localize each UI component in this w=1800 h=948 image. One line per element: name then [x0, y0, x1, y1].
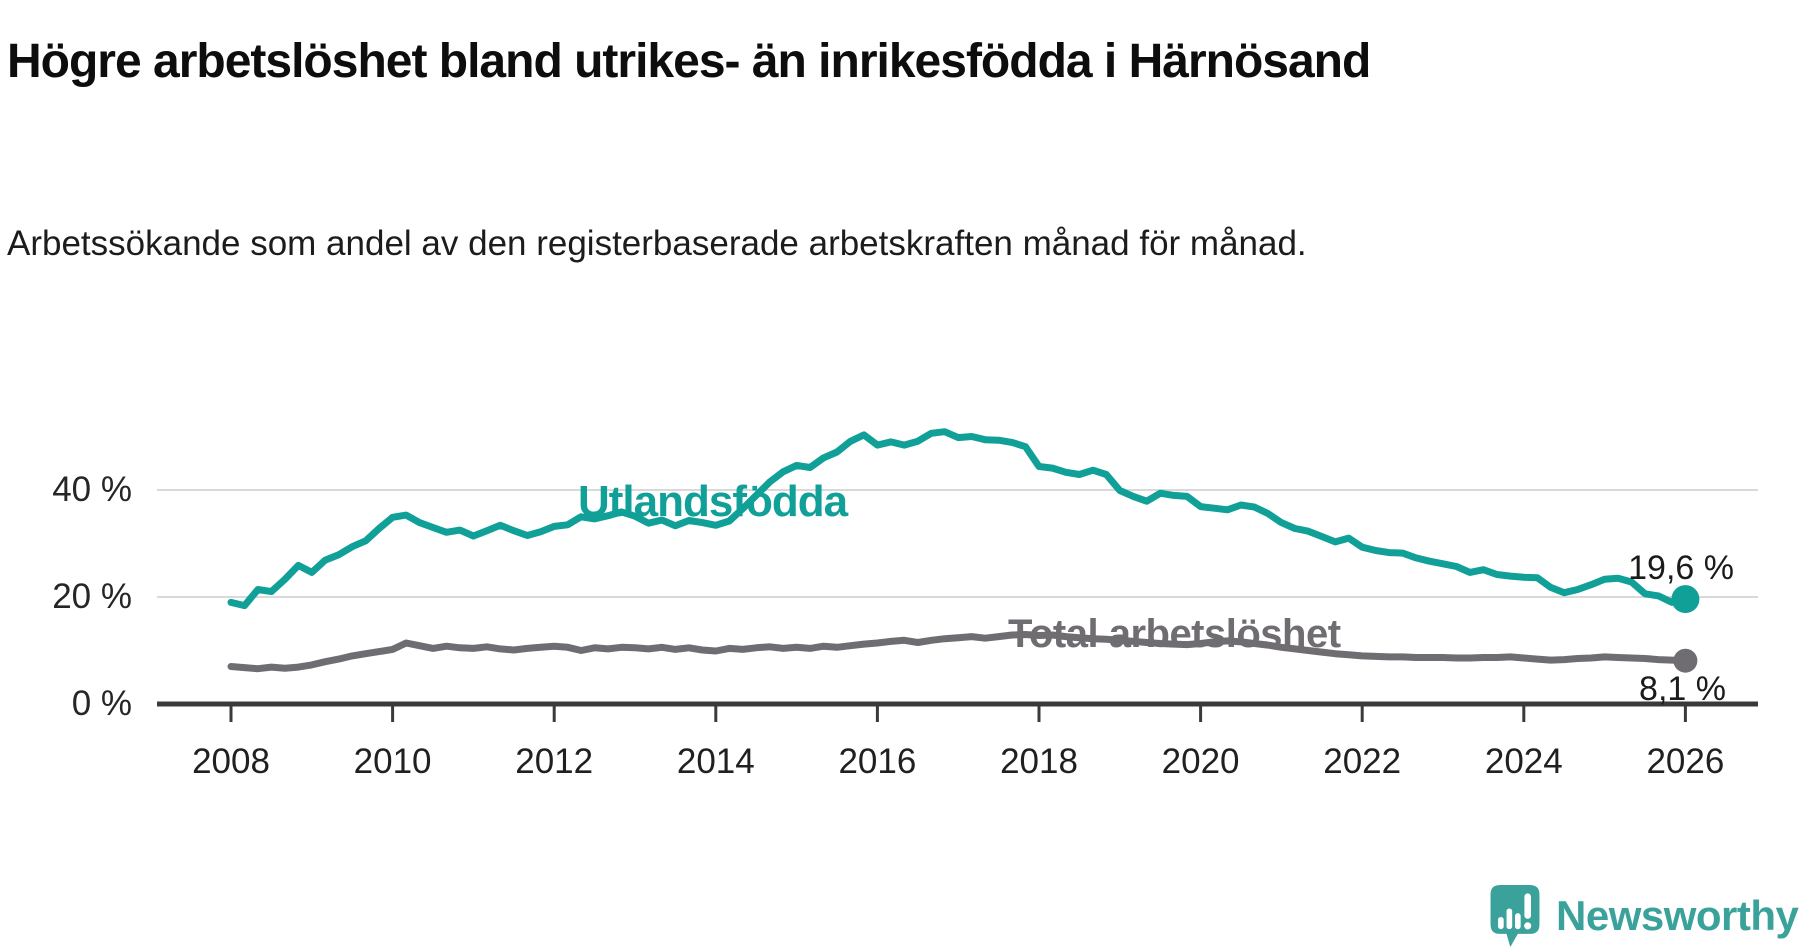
- x-tick-label: 2010: [353, 742, 432, 781]
- page-title: Högre arbetslöshet bland utrikes- än inr…: [7, 35, 1371, 89]
- line-total-arbetsl-shet: [227, 631, 1689, 673]
- y-tick-label: 0 %: [71, 684, 132, 723]
- end-value-label-total: 8,1 %: [1639, 670, 1726, 708]
- x-tick-label: 2020: [1161, 742, 1240, 781]
- series-label-utlandsfodda: Utlandsfödda: [578, 477, 848, 526]
- end-dot-total-arbetsl-shet: [1673, 648, 1698, 673]
- x-axis-ticks: [229, 706, 1687, 722]
- line-utlandsf-dda: [227, 428, 1689, 610]
- y-tick-label: 40 %: [52, 470, 132, 509]
- x-tick-label: 2012: [515, 742, 594, 781]
- series-paths: [227, 428, 1700, 673]
- series-label-total-arbetsloshet: Total arbetslöshet: [1008, 612, 1341, 656]
- gridlines: [157, 489, 1758, 707]
- chart-subtitle: Arbetssökande som andel av den registerb…: [7, 224, 1307, 263]
- x-tick-label: 2024: [1484, 742, 1563, 781]
- y-tick-label: 20 %: [52, 577, 132, 616]
- x-tick-label: 2022: [1323, 742, 1402, 781]
- x-tick-label: 2026: [1646, 742, 1725, 781]
- speech-bubble-chart-icon: [1490, 884, 1540, 948]
- x-tick-label: 2014: [676, 742, 755, 781]
- newsworthy-logo: Newsworthy: [1488, 884, 1799, 948]
- end-value-label-utlandsfodda: 19,6 %: [1628, 549, 1734, 587]
- end-dot-utlandsf-dda: [1671, 585, 1700, 614]
- x-tick-label: 2018: [1000, 742, 1078, 781]
- brand-name: Newsworthy: [1556, 892, 1799, 939]
- x-tick-label: 2016: [838, 742, 917, 781]
- x-tick-label: 2008: [192, 742, 270, 781]
